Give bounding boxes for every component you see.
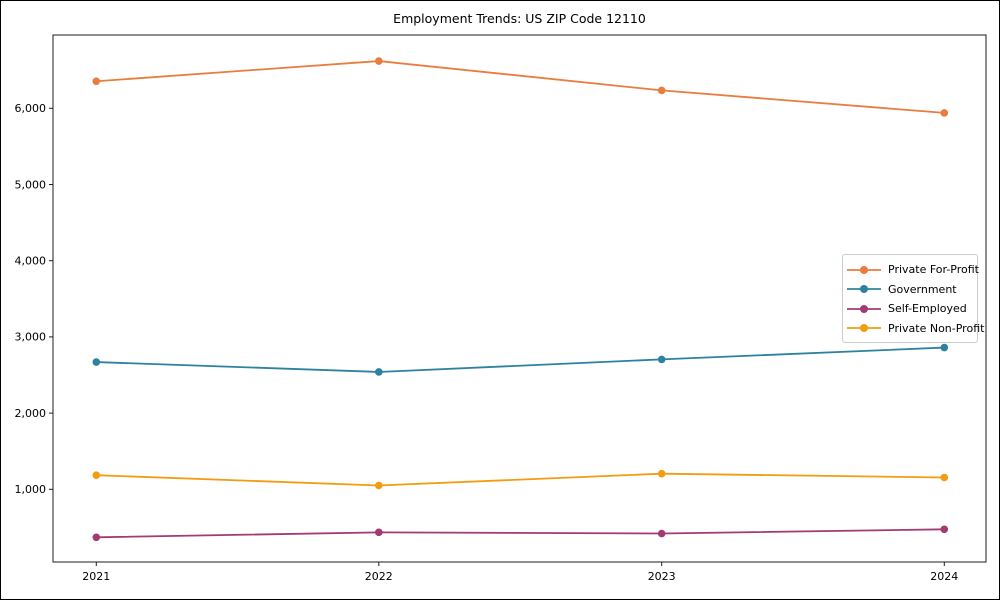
data-point-government-2024: [940, 343, 949, 352]
legend-item-government: Government: [847, 280, 971, 300]
data-point-self-employed-2023: [657, 529, 666, 538]
legend-marker-government: [847, 285, 881, 294]
data-point-self-employed-2022: [375, 528, 383, 537]
data-point-private-non-profit-2024: [940, 473, 949, 482]
series-line-self-employed: [96, 528, 945, 539]
data-point-private-non-profit-2021: [92, 471, 101, 480]
legend-label: Government: [888, 282, 957, 296]
data-point-government-2023: [657, 355, 666, 364]
legend-marker-private-non-profit: [847, 324, 881, 333]
series-line-government: [96, 346, 945, 373]
legend-label: Private For-Profit: [888, 263, 979, 277]
legend-marker-self-employed: [847, 304, 881, 313]
data-point-self-employed-2021: [92, 533, 101, 542]
y-tick-label: 2,000: [15, 407, 47, 420]
data-point-self-employed-2024: [940, 525, 949, 534]
x-tick-label: 2022: [365, 570, 393, 583]
data-point-private-for-profit-2023: [657, 86, 666, 95]
y-tick-label: 5,000: [15, 178, 47, 191]
y-tick-label: 6,000: [15, 102, 47, 115]
series-line-private-non-profit: [96, 472, 945, 487]
legend-label: Private Non-Profit: [888, 321, 985, 335]
legend-label: Self-Employed: [888, 302, 967, 316]
x-tick-label: 2023: [648, 570, 676, 583]
data-point-private-non-profit-2022: [375, 481, 383, 490]
data-point-government-2021: [92, 358, 101, 366]
y-tick-label: 4,000: [15, 255, 47, 268]
x-tick-label: 2024: [930, 570, 958, 583]
y-tick-label: 3,000: [15, 331, 47, 344]
legend-item-self-employed: Self-Employed: [847, 299, 971, 319]
legend-item-private-for-profit: Private For-Profit: [847, 260, 979, 280]
y-tick-label: 1,000: [15, 483, 47, 496]
data-point-private-for-profit-2022: [375, 57, 383, 65]
data-point-government-2022: [375, 368, 383, 376]
legend-marker-private-for-profit: [847, 265, 881, 274]
legend-item-private-non-profit: Private Non-Profit: [847, 319, 984, 339]
data-point-private-non-profit-2023: [657, 469, 666, 478]
chart-title: Employment Trends: US ZIP Code 12110: [393, 11, 646, 26]
series-line-private-for-profit: [96, 60, 945, 114]
plot-border: [52, 34, 987, 563]
data-point-private-for-profit-2021: [92, 77, 101, 86]
legend: Private For-Profit Government Self-Employe…: [842, 254, 984, 343]
data-point-private-for-profit-2024: [940, 109, 949, 117]
x-tick-label: 2021: [82, 570, 110, 583]
